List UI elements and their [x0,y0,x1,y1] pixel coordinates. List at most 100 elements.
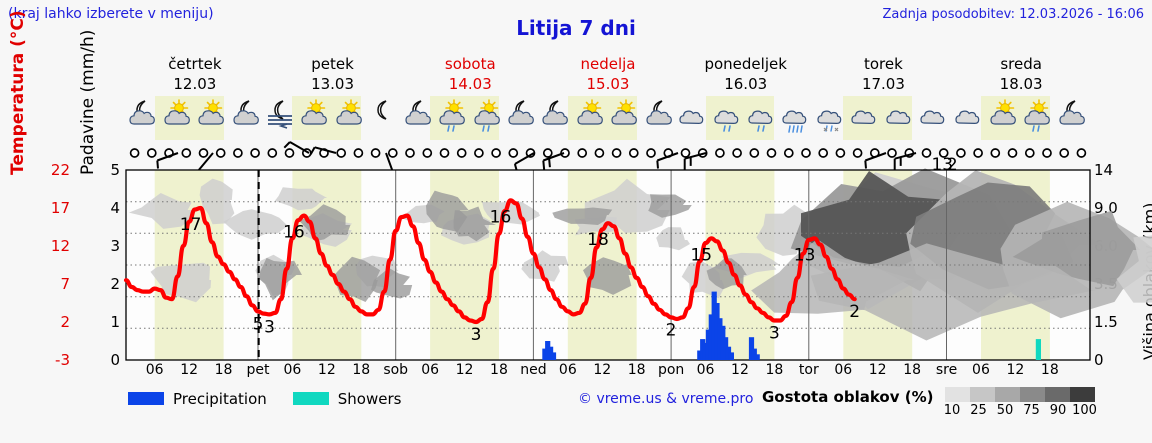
credit-link[interactable]: © vreme.us & vreme.pro [578,391,754,407]
svg-text:3: 3 [471,325,482,345]
sun-cloud-icon [336,98,362,136]
sun-cloud-rain-icon [473,98,500,136]
day-date: 18.03 [999,75,1043,93]
legend-item-precipitation: Precipitation [128,390,267,408]
time-tick-label: 18 [627,362,646,378]
sun-cloud-icon [164,98,190,136]
time-tick-label: ned [520,362,547,378]
svg-text:5: 5 [253,314,264,334]
day-name: nedelja [580,55,636,73]
temperature-tick: 12 [50,237,70,255]
forecast-plot[interactable]: 17 5 16 3 16 3 18 2 15 3 13 2 13 2 [123,155,1152,361]
cloud-density-swatch-100 [1070,387,1095,402]
sun-cloud-icon [577,98,603,136]
time-tick-label: tor [798,362,819,378]
time-tick-label: 06 [145,362,164,378]
showers-swatch [292,392,329,405]
precipitation-swatch [128,392,164,405]
temperature-tick: -3 [55,351,70,369]
day-name: sobota [444,55,496,73]
day-header-6: torek 17.03 [815,54,953,96]
precipitation-tick: 0 [110,351,120,369]
cloud-density-color-scale [945,387,1095,402]
time-tick-label: 18 [903,362,922,378]
svg-text:16: 16 [283,223,305,243]
cloud-icon [920,98,947,136]
time-tick-label: 18 [352,362,371,378]
cloud-rain-icon [713,98,741,136]
precipitation-tick: 5 [110,161,120,179]
last-update-label: Zadnja posodobitev: 12.03.2026 - 16:06 [882,7,1144,22]
sun-cloud-rain-icon [1024,98,1051,136]
legend-item-showers: Showers [292,389,402,408]
svg-text:17: 17 [180,215,202,235]
moon-cloud-icon [405,98,431,136]
time-tick-label: 06 [834,362,853,378]
day-date: 15.03 [586,75,630,93]
moon-cloud-icon [646,98,672,136]
sun-cloud-icon [990,98,1016,136]
precipitation-tick: 2 [110,275,120,293]
svg-text:15: 15 [690,245,712,265]
cloud-height-tick: 0 [1094,351,1104,369]
day-date: 13.03 [311,75,355,93]
time-tick-label: 06 [972,362,990,378]
sun-cloud-icon [198,98,224,136]
time-tick-label: pet [246,362,270,378]
time-tick-label: 12 [317,362,336,378]
svg-text:13: 13 [931,155,953,175]
time-tick-label: 12 [731,362,749,378]
time-tick-label: 12 [1006,362,1025,378]
cloud-sleet-icon [817,98,844,136]
cloud-icon [679,98,706,136]
temperature-tick: 17 [50,199,70,217]
moon-cloud-icon [129,98,156,136]
svg-text:3: 3 [769,324,780,344]
time-tick-label: 06 [558,362,577,378]
cloud-icon [886,98,913,136]
cloud-density-swatch-90 [1045,387,1070,402]
svg-text:18: 18 [587,230,609,250]
cloud-density-tick: 100 [1072,403,1097,418]
day-header-2: petek 13.03 [264,54,402,96]
day-name: četrtek [168,55,222,73]
svg-text:3: 3 [264,317,275,337]
svg-text:2: 2 [947,155,958,175]
location-menu-hint[interactable]: (kraj lahko izberete v meniju) [8,6,214,22]
day-date: 16.03 [724,75,768,93]
cloud-density-scale-labels: 10 25 50 75 90 100 [940,403,1105,419]
day-header-7: sreda 18.03 [952,54,1090,96]
precipitation-legend-label: Precipitation [173,389,267,408]
time-tick-label: 12 [868,362,887,378]
page-title: Litija 7 dni [516,16,636,40]
showers-legend-label: Showers [337,389,402,408]
time-tick-label: 18 [214,362,233,378]
time-tick-label: 12 [455,362,474,378]
day-date: 12.03 [173,75,217,93]
cloud-density-tick: 75 [1023,403,1040,418]
moon-icon [370,98,396,136]
cloud-density-tick: 90 [1049,403,1067,418]
precipitation-tick: 1 [110,313,120,331]
time-tick-label: 18 [1040,362,1059,378]
day-name: ponedeljek [704,55,787,73]
moon-cloud-icon [1059,98,1085,136]
cloud-height-tick: 1.5 [1094,313,1118,331]
time-tick-label: 06 [283,362,302,378]
weather-icon-row [126,96,1090,140]
precipitation-tick: 4 [110,199,120,217]
series-legend: Precipitation Showers [128,388,427,412]
time-axis-labels: 06 12 18 pet 06 12 18 sob 06 12 18 ned 06 12 18 pon 06 12… [126,362,1090,382]
sun-cloud-icon [301,98,328,136]
temperature-tick-labels: 22 17 12 7 2 -3 [28,161,70,369]
temperature-tick: 22 [50,161,70,179]
day-name: sreda [1000,55,1042,73]
time-tick-label: 06 [421,362,440,378]
svg-text:2: 2 [849,302,860,322]
fog-moon-icon [267,98,293,136]
precipitation-axis-title: Padavine (mm/h) [78,29,98,175]
day-header-3: sobota 14.03 [401,54,539,96]
cloud-density-swatch-25 [970,387,995,402]
time-tick-label: sre [935,362,958,378]
day-date: 17.03 [861,75,905,93]
